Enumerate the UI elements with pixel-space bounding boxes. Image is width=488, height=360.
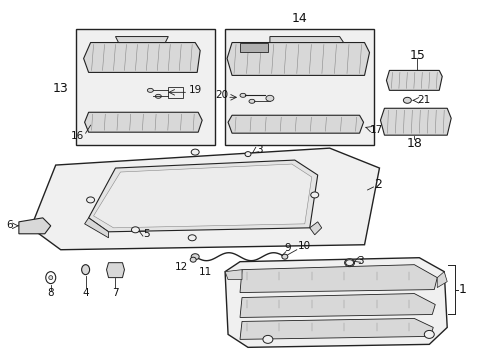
Polygon shape [240,265,436,293]
Text: 3: 3 [255,145,262,155]
Text: 16: 16 [70,131,83,141]
Ellipse shape [147,88,153,92]
Ellipse shape [248,99,254,103]
Text: 8: 8 [47,288,54,298]
Bar [168,87,183,98]
Ellipse shape [424,330,433,338]
Polygon shape [224,258,447,347]
Polygon shape [84,112,202,132]
Ellipse shape [155,94,161,98]
Text: 4: 4 [82,288,89,298]
Polygon shape [224,270,242,280]
Ellipse shape [49,276,53,280]
Text: 10: 10 [297,241,310,251]
Text: 20: 20 [215,90,227,100]
Ellipse shape [188,235,196,241]
Polygon shape [83,42,200,72]
Ellipse shape [244,152,250,157]
Polygon shape [227,115,363,133]
Text: 19: 19 [189,85,202,95]
Polygon shape [380,108,450,135]
Polygon shape [226,42,369,75]
Text: 3: 3 [357,256,364,266]
Polygon shape [88,160,317,232]
Polygon shape [269,37,343,42]
Ellipse shape [240,93,245,97]
Text: 14: 14 [291,12,307,25]
Ellipse shape [131,227,139,233]
Polygon shape [19,218,51,234]
Ellipse shape [190,257,196,262]
Text: 18: 18 [406,137,422,150]
Text: 11: 11 [198,267,211,276]
Polygon shape [436,272,447,288]
Ellipse shape [344,259,354,267]
Ellipse shape [265,95,273,101]
Ellipse shape [281,254,287,259]
Text: 5: 5 [143,229,150,239]
Polygon shape [386,71,441,90]
Ellipse shape [81,265,89,275]
Polygon shape [240,42,267,53]
Text: 15: 15 [408,49,425,62]
Polygon shape [240,319,432,339]
Text: 17: 17 [369,125,382,135]
Text: 13: 13 [53,82,68,95]
Ellipse shape [345,260,353,266]
Text: 6: 6 [6,220,13,230]
Text: 7: 7 [112,288,119,298]
Polygon shape [115,37,168,42]
Bar [224,28,374,145]
Bar [76,28,215,145]
Polygon shape [106,263,124,278]
Polygon shape [309,222,321,235]
Text: 2: 2 [374,179,382,192]
Polygon shape [93,164,311,228]
Ellipse shape [263,336,272,343]
Ellipse shape [191,149,199,155]
Ellipse shape [310,192,318,198]
Ellipse shape [191,254,199,260]
Ellipse shape [86,197,94,203]
Text: 21: 21 [416,95,430,105]
Text: 12: 12 [175,262,188,272]
Text: 1: 1 [458,283,466,296]
Polygon shape [240,293,434,318]
Polygon shape [31,148,379,250]
Ellipse shape [403,97,410,103]
Text: 9: 9 [285,243,291,253]
Polygon shape [84,218,108,238]
